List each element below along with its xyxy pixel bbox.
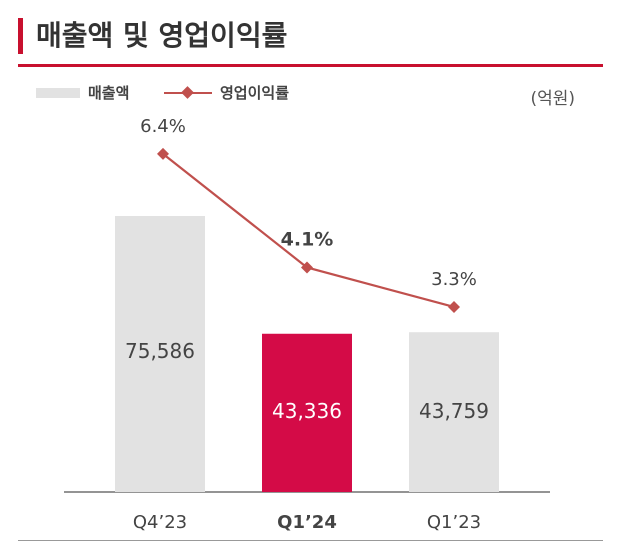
bar-1: [115, 216, 205, 492]
legend-line-swatch: [164, 85, 212, 100]
margin-point-2: [301, 261, 313, 274]
bar-2: [262, 333, 352, 492]
legend-label-margin: 영업이익률: [220, 84, 290, 102]
bar-value-label-3: 43,759: [419, 399, 489, 423]
legend-item-margin: 영업이익률: [164, 82, 289, 103]
legend-label-revenue: 매출액: [88, 84, 130, 102]
title-underline: [18, 64, 603, 67]
chart-title: 매출액 및 영업이익률: [36, 19, 288, 52]
bottom-rule: [18, 540, 603, 541]
bar-3: [409, 332, 499, 492]
legend-bar-swatch: [36, 87, 80, 98]
margin-point-3: [448, 300, 460, 313]
category-label-2: Q1’24: [277, 512, 337, 533]
margin-value-label-2: 4.1%: [281, 228, 334, 250]
bar-value-label-1: 75,586: [125, 339, 195, 363]
category-label-1: Q4’23: [133, 512, 187, 533]
category-label-3: Q1’23: [427, 512, 481, 533]
title-accent-bar: [18, 18, 23, 54]
margin-value-label-1: 6.4%: [140, 116, 186, 137]
bar-value-label-2: 43,336: [272, 399, 342, 423]
legend-item-revenue: 매출액: [36, 82, 129, 103]
margin-value-label-3: 3.3%: [431, 269, 477, 290]
margin-point-1: [157, 147, 169, 160]
unit-label: (억원): [530, 89, 575, 109]
